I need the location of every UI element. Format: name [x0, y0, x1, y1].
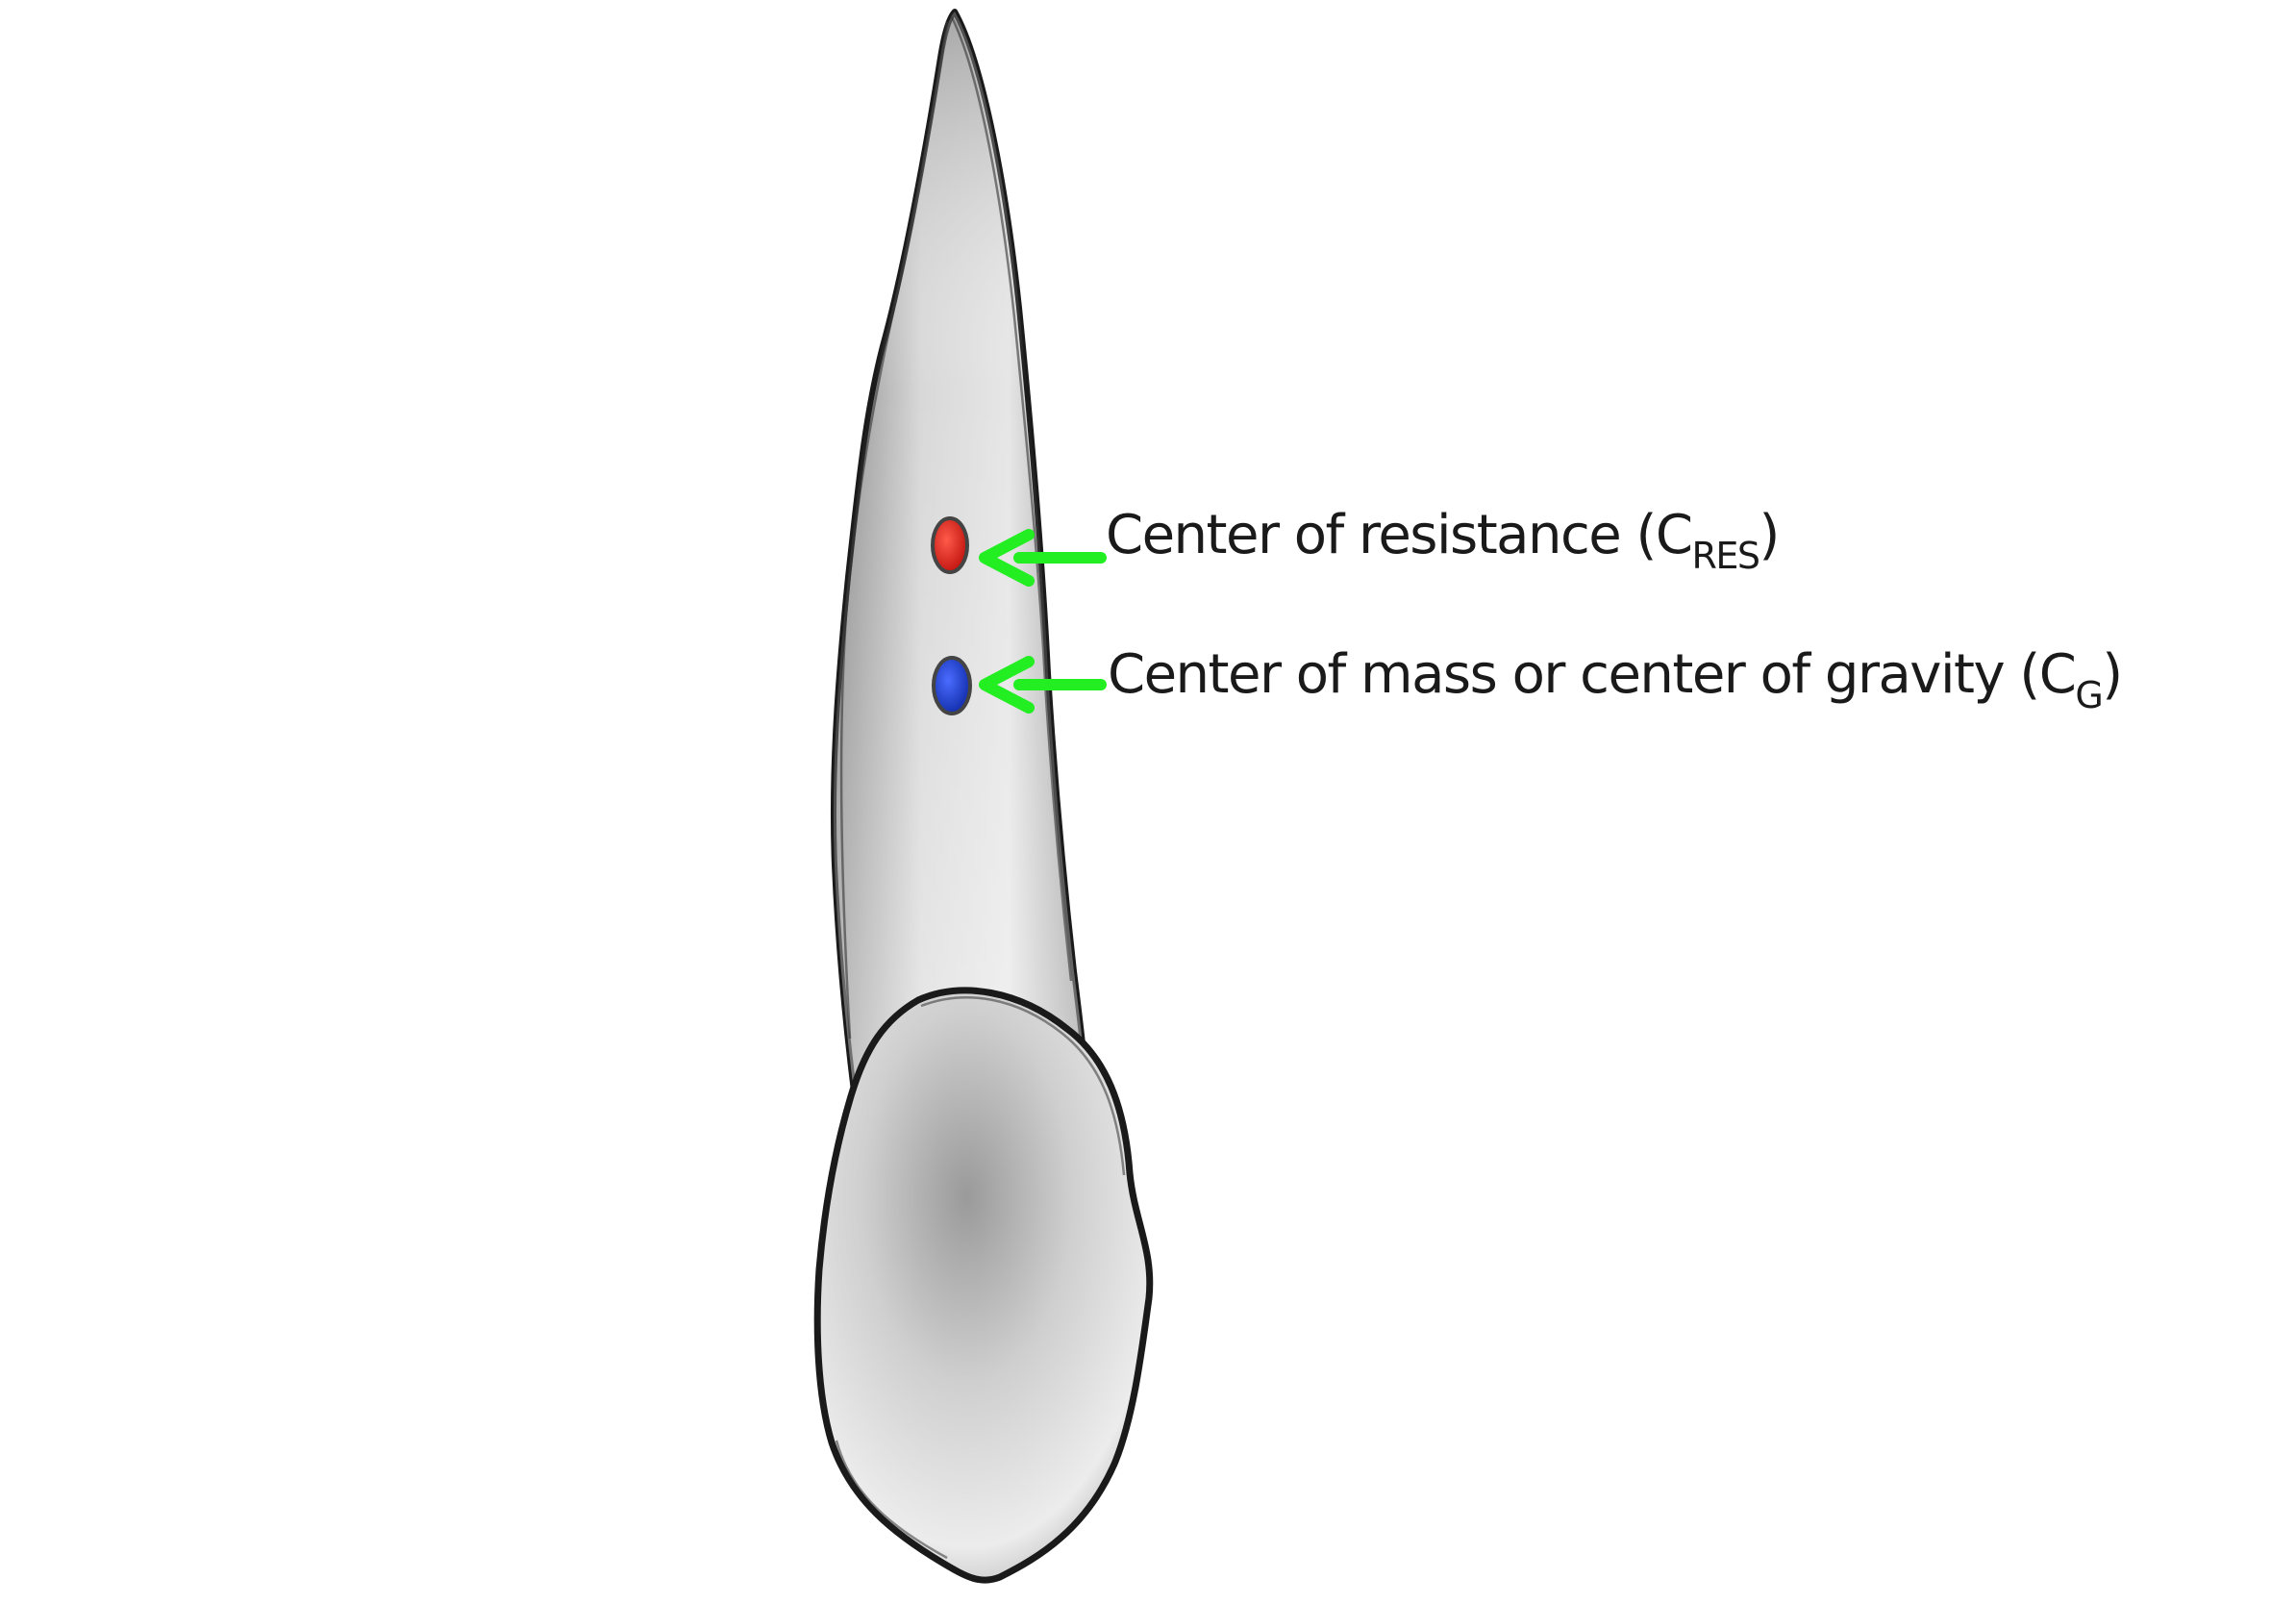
gravity-label-subscript: G [2075, 674, 2102, 716]
center-of-resistance-point [931, 516, 969, 574]
center-of-gravity-point [932, 656, 972, 715]
resistance-arrow [979, 529, 1107, 587]
center-of-resistance-label: Center of resistance (CRES) [1106, 504, 1779, 577]
resistance-label-subscript: RES [1691, 535, 1759, 577]
gravity-label-suffix: ) [2102, 643, 2121, 706]
center-of-gravity-label: Center of mass or center of gravity (CG) [1108, 643, 2122, 716]
resistance-label-main: Center of resistance (C [1106, 504, 1691, 566]
gravity-arrow [979, 656, 1107, 714]
tooth-crown [813, 987, 1154, 1584]
resistance-label-suffix: ) [1759, 504, 1779, 566]
gravity-label-main: Center of mass or center of gravity (C [1108, 643, 2075, 706]
